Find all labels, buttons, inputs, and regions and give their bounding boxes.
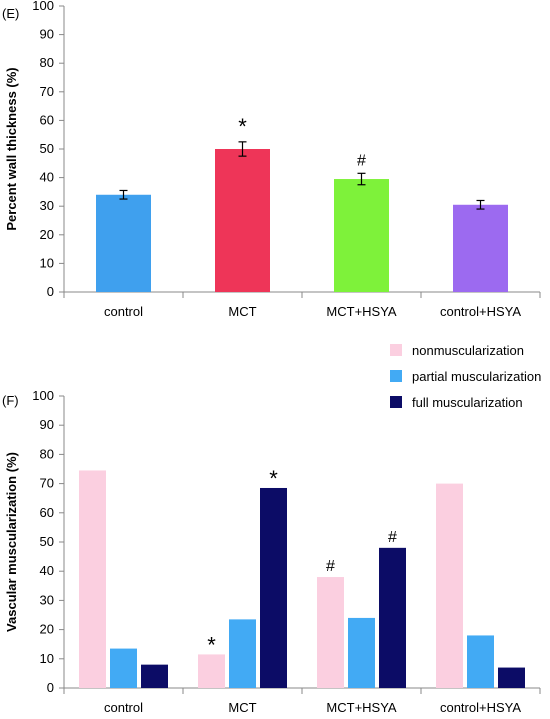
bar (334, 179, 389, 292)
bar (453, 204, 508, 292)
significance-marker: # (326, 558, 335, 575)
legend-label: full muscularization (412, 395, 523, 410)
legend-swatch (390, 396, 402, 408)
y-tick-label: 40 (40, 170, 54, 185)
significance-marker: * (238, 114, 247, 139)
bar (348, 617, 375, 688)
y-tick-label: 80 (40, 446, 54, 461)
x-category-label: control (104, 700, 143, 715)
x-category-label: MCT (228, 700, 256, 715)
bar (379, 547, 406, 688)
bar (110, 648, 137, 688)
bar (467, 635, 494, 688)
y-tick-label: 100 (32, 388, 54, 403)
x-category-label: control+HSYA (440, 304, 521, 319)
y-tick-label: 10 (40, 255, 54, 270)
y-tick-label: 50 (40, 534, 54, 549)
significance-marker: * (207, 632, 216, 657)
y-tick-label: 90 (40, 27, 54, 42)
significance-marker: # (357, 152, 366, 169)
panel-label: (E) (2, 6, 19, 21)
bar (215, 149, 270, 292)
bar (229, 619, 256, 688)
y-tick-label: 30 (40, 592, 54, 607)
x-category-label: MCT (228, 304, 256, 319)
bar (79, 470, 106, 688)
y-tick-label: 50 (40, 141, 54, 156)
y-tick-label: 60 (40, 505, 54, 520)
x-category-label: control+HSYA (440, 700, 521, 715)
y-tick-label: 20 (40, 622, 54, 637)
bar (260, 487, 287, 688)
y-tick-label: 100 (32, 0, 54, 13)
y-tick-label: 90 (40, 417, 54, 432)
y-tick-label: 20 (40, 227, 54, 242)
y-axis-label: Percent wall thickness (%) (4, 67, 19, 230)
y-tick-label: 30 (40, 198, 54, 213)
y-tick-label: 0 (47, 680, 54, 695)
x-category-label: MCT+HSYA (326, 304, 397, 319)
y-tick-label: 0 (47, 284, 54, 299)
x-category-label: MCT+HSYA (326, 700, 397, 715)
panel-label: (F) (2, 393, 19, 408)
y-tick-label: 60 (40, 112, 54, 127)
bar (96, 194, 151, 292)
bar (498, 667, 525, 688)
legend-swatch (390, 344, 402, 356)
x-category-label: control (104, 304, 143, 319)
legend-swatch (390, 370, 402, 382)
bar (436, 483, 463, 688)
y-axis-label: Vascular muscularization (%) (4, 452, 19, 632)
significance-marker: * (269, 466, 278, 491)
significance-marker: # (388, 529, 397, 546)
y-tick-label: 10 (40, 651, 54, 666)
y-tick-label: 40 (40, 563, 54, 578)
y-tick-label: 80 (40, 55, 54, 70)
y-tick-label: 70 (40, 84, 54, 99)
legend-label: partial muscularization (412, 369, 541, 384)
legend-label: nonmuscularization (412, 343, 524, 358)
y-tick-label: 70 (40, 476, 54, 491)
bar (141, 664, 168, 688)
bar (198, 654, 225, 688)
bar (317, 577, 344, 688)
